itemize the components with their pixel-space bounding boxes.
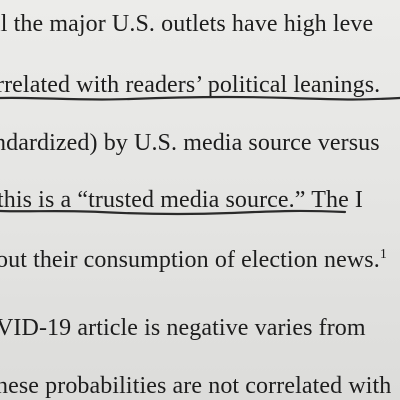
text-line-7: nese probabilities are not correlated wi…: [0, 373, 392, 399]
handwritten-underline-1: [0, 95, 400, 101]
text-line-1: ll the major U.S. outlets have high leve: [0, 11, 374, 37]
text-line-5-body: out their consumption of election news.: [0, 247, 380, 273]
handwritten-underline-2: [0, 209, 347, 216]
text-line-4: this is a “trusted media source.” The I: [0, 187, 364, 213]
footnote-marker: 1: [379, 247, 387, 262]
text-line-6: VID-19 article is negative varies from: [0, 315, 366, 341]
text-line-5: out their consumption of election news.1: [0, 246, 387, 274]
text-line-2: rrelated with readers’ political leaning…: [0, 72, 381, 98]
text-line-3: ndardized) by U.S. media source versus: [0, 130, 380, 156]
